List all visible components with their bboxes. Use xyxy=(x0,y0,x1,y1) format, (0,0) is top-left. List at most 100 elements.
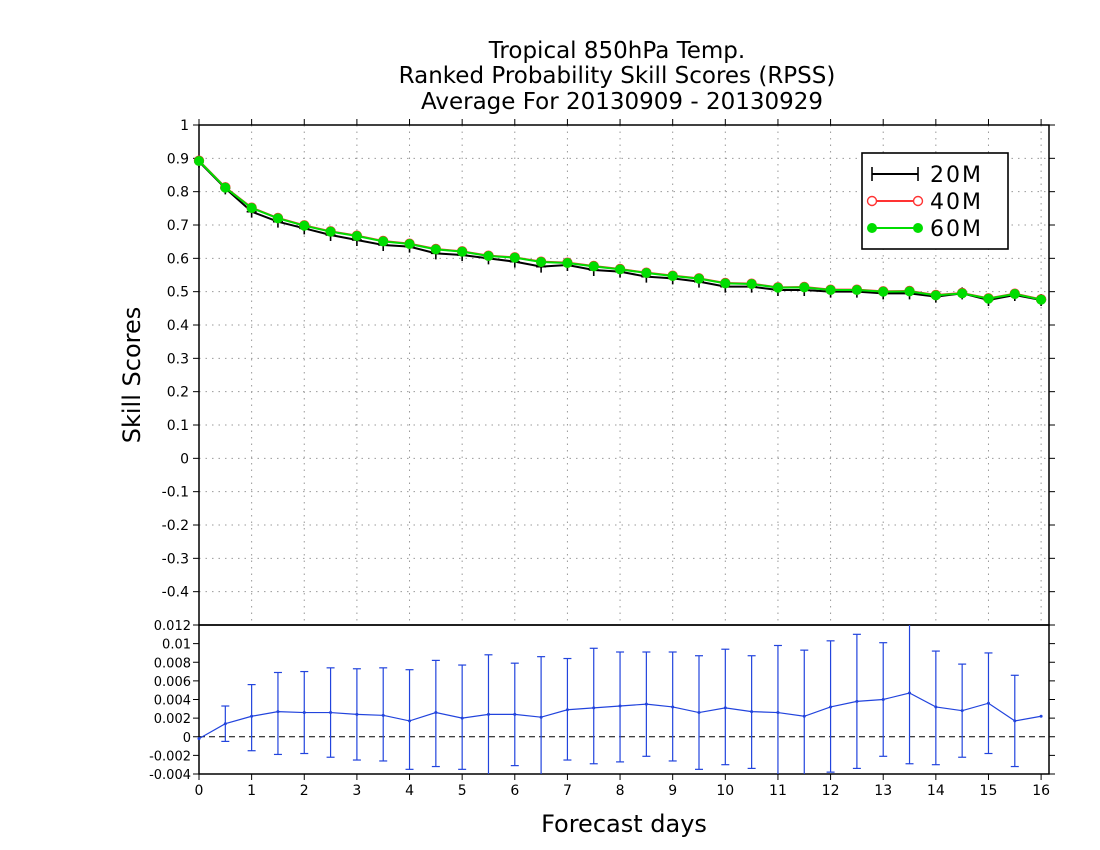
x-tick-label: 8 xyxy=(616,783,625,799)
y-tick-label: 0.8 xyxy=(167,185,189,201)
title-line-3: Average For 20130909 - 20130929 xyxy=(421,89,823,115)
legend-label-20M: 20M xyxy=(930,163,983,188)
series-point-60M xyxy=(483,251,494,261)
legend-label-40M: 40M xyxy=(930,190,983,215)
difference-point xyxy=(513,712,517,716)
y-tick-label: 0.006 xyxy=(154,675,191,690)
x-tick-label: 13 xyxy=(874,783,892,799)
difference-point xyxy=(750,710,754,714)
series-point-60M xyxy=(878,286,889,297)
series-point-60M xyxy=(904,286,915,297)
series-point-60M xyxy=(562,258,573,268)
series-point-60M xyxy=(983,293,994,304)
difference-point xyxy=(697,711,701,715)
difference-point xyxy=(881,698,885,701)
series-point-60M xyxy=(299,220,310,231)
difference-point xyxy=(276,710,280,714)
difference-point xyxy=(329,711,333,715)
series-point-60M xyxy=(799,282,810,293)
difference-point xyxy=(1039,714,1043,718)
y-tick-label: 0.7 xyxy=(167,218,189,234)
y-tick-label: -0.004 xyxy=(149,768,191,783)
x-tick-label: 6 xyxy=(510,783,519,799)
series-point-60M xyxy=(1036,294,1047,305)
series-point-60M xyxy=(720,278,731,289)
y-tick-label: -0.002 xyxy=(149,749,191,764)
difference-point xyxy=(486,712,490,716)
legend-marker-40M xyxy=(866,195,878,207)
series-point-60M xyxy=(851,285,862,295)
series-point-60M xyxy=(667,271,678,281)
series-point-60M xyxy=(615,264,626,275)
x-tick-label: 16 xyxy=(1032,783,1050,799)
series-point-60M xyxy=(457,246,468,257)
difference-point xyxy=(644,702,648,706)
x-tick-label: 14 xyxy=(927,783,945,799)
difference-point xyxy=(908,691,912,695)
series-point-60M xyxy=(220,182,231,193)
y-tick-label: -0.1 xyxy=(162,485,189,501)
difference-point xyxy=(434,711,438,715)
difference-panel: 0.012 0.01 0.008 0.006 0.004 0.002 0 -0.002 -0.0… xyxy=(149,619,1055,783)
series-point-60M xyxy=(351,231,362,241)
series-point-60M xyxy=(404,239,415,249)
y-tick-label: 0.6 xyxy=(167,251,189,267)
series-point-60M xyxy=(772,282,783,293)
y-axis-title: Skill Scores xyxy=(118,307,146,444)
series-point-60M xyxy=(746,279,757,289)
difference-point xyxy=(381,713,385,717)
chart-title: Tropical 850hPa Temp. Ranked Probability… xyxy=(399,38,836,115)
x-tick-label: 0 xyxy=(195,783,204,799)
x-tick-label: 3 xyxy=(352,783,361,799)
x-axis: 0 1 2 3 4 5 6 7 8 9 10 11 12 13 14 15 16 xyxy=(195,119,1050,799)
y-tick-label: 0.002 xyxy=(154,712,191,727)
x-tick-label: 11 xyxy=(769,783,787,799)
difference-point xyxy=(539,715,543,719)
title-line-2: Ranked Probability Skill Scores (RPSS) xyxy=(399,63,836,89)
y-tick-label: 1 xyxy=(180,118,189,134)
y-tick-label: 0.9 xyxy=(167,151,189,167)
legend-marker-40M xyxy=(912,195,924,207)
y-tick-label: 0.004 xyxy=(154,694,191,709)
legend-marker-60M xyxy=(913,223,923,233)
difference-point xyxy=(250,714,254,718)
y-tick-label: 0.1 xyxy=(167,418,189,434)
y-tick-label: 0 xyxy=(183,731,191,746)
difference-point xyxy=(1013,719,1017,723)
difference-point xyxy=(855,699,859,703)
series-point-60M xyxy=(430,244,441,255)
difference-point xyxy=(829,705,833,709)
x-tick-label: 4 xyxy=(405,783,414,799)
series-point-60M xyxy=(825,285,836,295)
x-tick-label: 5 xyxy=(458,783,467,799)
y-tick-label: 0 xyxy=(180,451,189,467)
y-tick-label: -0.2 xyxy=(162,518,189,534)
y-tick-label: 0.01 xyxy=(162,638,191,653)
difference-point xyxy=(565,708,569,712)
x-axis-title: Forecast days xyxy=(541,810,707,838)
title-line-1: Tropical 850hPa Temp. xyxy=(488,38,745,64)
legend-label-60M: 60M xyxy=(930,217,983,242)
x-tick-label: 15 xyxy=(980,783,998,799)
y-tick-label: 0.2 xyxy=(167,385,189,401)
y-tick-label: 0.5 xyxy=(167,285,189,301)
difference-point xyxy=(671,705,675,709)
difference-point xyxy=(802,714,806,718)
difference-point xyxy=(618,704,622,708)
difference-point xyxy=(723,706,727,710)
y-tick-label: 0.012 xyxy=(154,619,191,634)
x-tick-label: 7 xyxy=(563,783,572,799)
x-tick-label: 2 xyxy=(300,783,309,799)
x-tick-label: 9 xyxy=(668,783,677,799)
legend-marker-60M xyxy=(867,223,877,233)
series-point-60M xyxy=(588,261,599,272)
series-point-60M xyxy=(194,156,204,166)
x-tick-label: 10 xyxy=(716,783,734,799)
series-point-60M xyxy=(378,236,389,247)
y-tick-label: -0.3 xyxy=(162,551,189,567)
difference-point xyxy=(592,706,596,710)
difference-point xyxy=(960,709,964,713)
difference-point xyxy=(223,722,227,726)
difference-point xyxy=(302,711,306,715)
